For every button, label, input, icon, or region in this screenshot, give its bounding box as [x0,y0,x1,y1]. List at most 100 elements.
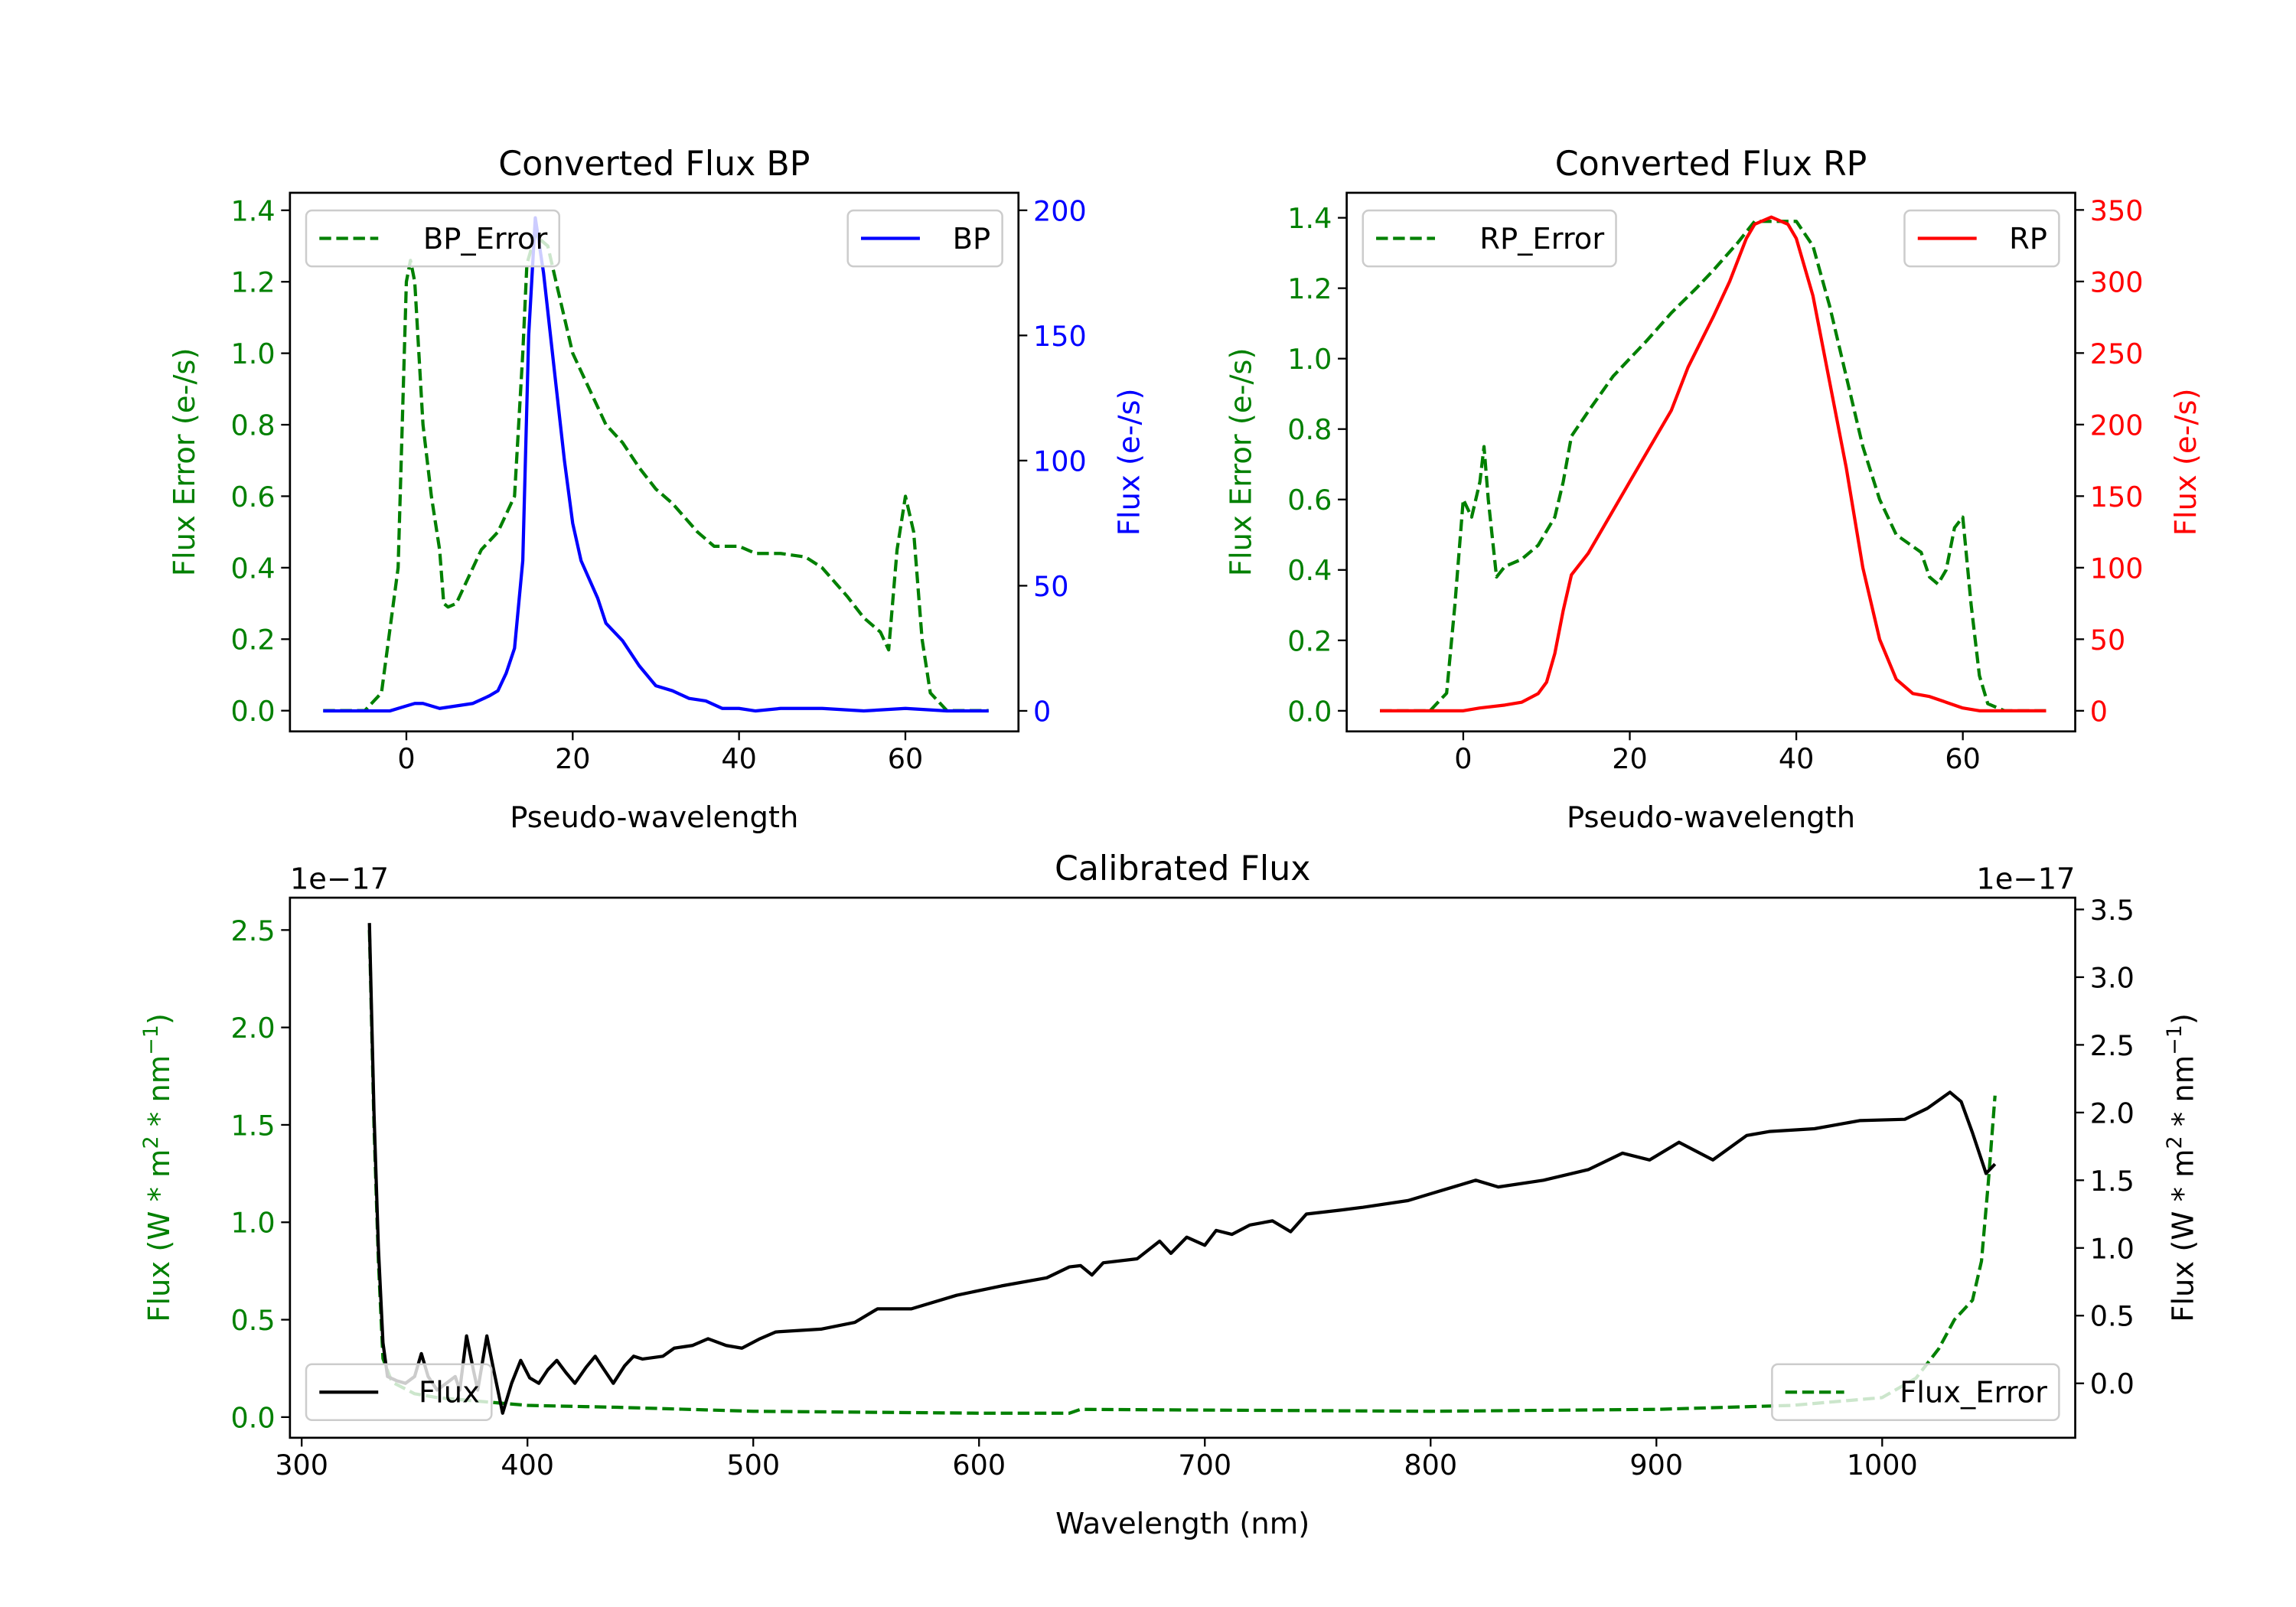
y-left-tick-label: 0.2 [1287,624,1332,657]
y-left-tick-label: 0.5 [231,1304,276,1337]
legend-bp-error: BP_Error [305,209,561,268]
x-tick-label: 60 [888,742,923,775]
x-tick-label: 300 [275,1449,328,1482]
y-left-tick-label: 2.0 [231,1012,276,1045]
plot-frame [289,896,2076,1439]
x-tick-label: 900 [1629,1449,1683,1482]
y-left-tick-label: 2.5 [231,914,276,947]
legend-label: Flux [419,1376,480,1410]
y-left-tick-label: 1.0 [231,337,276,370]
y-left-tick-label: 0.8 [1287,413,1332,446]
y-right-tick-label: 200 [2090,409,2144,442]
y-right-tick-label: 100 [1033,445,1087,478]
x-tick-label: 500 [726,1449,780,1482]
x-tick-label: 60 [1945,742,1980,775]
legend-box [1362,209,1617,268]
y-left-tick-label: 1.0 [231,1207,276,1240]
y-right-tick-label: 0.0 [2090,1367,2135,1400]
y-left-offset-label: 1e−17 [290,862,389,897]
x-tick-label: 20 [555,742,590,775]
y-left-tick-label: 0.4 [231,552,276,585]
legend-flux: Flux [305,1363,493,1422]
y-right-tick-label: 150 [2090,481,2144,513]
y-right-axis-label: Flux (e-/s) [2169,389,2203,536]
x-tick-label: 700 [1178,1449,1231,1482]
legend-label: RP [2009,222,2047,256]
chart-title: Converted Flux BP [498,145,810,184]
x-tick-label: 800 [1404,1449,1457,1482]
y-left-tick-label: 0.6 [1287,484,1332,517]
y-left-tick-label: 1.2 [231,266,276,299]
x-tick-label: 400 [501,1449,554,1482]
legend-label: RP_Error [1479,222,1604,256]
y-right-axis-label: Flux (e-/s) [1112,389,1146,536]
legend-label: Flux_Error [1900,1376,2047,1410]
plot-frame [289,191,1020,733]
x-axis-label: Pseudo-wavelength [510,800,798,835]
legend-box [1903,209,2060,268]
y-right-tick-label: 0 [1033,695,1051,728]
y-left-tick-label: 1.2 [1287,272,1332,305]
series-line-bp [323,216,989,713]
chart-title: Calibrated Flux [1055,849,1310,888]
legend-box [305,209,561,268]
y-left-axis-label: Flux Error (e-/s) [168,348,202,577]
chart-1: 0 20 40 60 0.0 0.2 0.4 0.6 0.8 1.0 1.2 1.4 0 50 100 150… [1225,145,2204,835]
series-line-bp-error [323,233,989,712]
y-left-tick-label: 0.0 [231,1401,276,1434]
y-right-tick-label: 0.5 [2090,1300,2135,1333]
y-right-tick-label: 250 [2090,337,2144,370]
y-right-tick-label: 3.5 [2090,894,2135,927]
y-right-tick-label: 0 [2090,695,2108,728]
y-right-tick-label: 1.5 [2090,1165,2135,1198]
y-left-tick-label: 0.8 [231,409,276,442]
chart-2: 300 400 500 600 700 800 900 1000 0.0 0.5 1.0 1.5 2.0… [139,849,2201,1541]
series-line-rp [1380,215,2047,712]
y-right-tick-label: 350 [2090,194,2144,227]
chart-title: Converted Flux RP [1555,145,1867,184]
legend-label: BP_Error [423,222,548,256]
y-left-tick-label: 0.2 [231,624,276,657]
legend-box [305,1363,493,1422]
y-right-tick-label: 1.0 [2090,1232,2135,1265]
y-left-axis-label: Flux (W * m2 * nm−1) [139,1013,177,1322]
y-left-tick-label: 1.4 [1287,202,1332,235]
chart-0: 0 20 40 60 0.0 0.2 0.4 0.6 0.8 1.0 1.2 1.4 0 50 100 150… [168,145,1147,835]
y-left-tick-label: 0.0 [1287,695,1332,728]
y-right-tick-label: 50 [2090,624,2125,657]
x-tick-label: 0 [1454,742,1472,775]
series-line-rp-error [1380,220,2047,712]
y-right-tick-label: 50 [1033,570,1068,603]
legend-box [1771,1363,2060,1422]
legend-bp: BP [846,209,1003,268]
y-right-tick-label: 3.0 [2090,961,2135,994]
y-right-axis-label: Flux (W * m2 * nm−1) [2163,1013,2200,1322]
y-left-tick-label: 1.0 [1287,343,1332,376]
y-left-tick-label: 1.5 [231,1109,276,1142]
x-tick-label: 1000 [1847,1449,1918,1482]
legend-rp-error: RP_Error [1362,209,1617,268]
x-tick-label: 600 [952,1449,1006,1482]
y-left-axis-label: Flux Error (e-/s) [1225,348,1259,577]
x-tick-label: 40 [721,742,756,775]
legend-flux-error: Flux_Error [1771,1363,2060,1422]
x-axis-label: Wavelength (nm) [1055,1507,1309,1541]
legend-label: BP [953,222,991,256]
x-tick-label: 20 [1612,742,1647,775]
legend-rp: RP [1903,209,2060,268]
y-right-tick-label: 150 [1033,320,1087,353]
y-left-tick-label: 0.4 [1287,554,1332,587]
y-left-tick-label: 0.6 [231,481,276,513]
y-right-tick-label: 300 [2090,266,2144,298]
x-axis-label: Pseudo-wavelength [1567,800,1855,835]
y-right-tick-label: 2.0 [2090,1097,2135,1129]
x-tick-label: 40 [1779,742,1814,775]
series-line-flux-error [367,930,1997,1415]
x-tick-label: 0 [397,742,415,775]
legend-box [846,209,1003,268]
y-right-tick-label: 200 [1033,194,1087,227]
plot-frame [1345,191,2076,733]
y-right-offset-label: 1e−17 [1976,862,2075,897]
y-left-tick-label: 0.0 [231,695,276,728]
